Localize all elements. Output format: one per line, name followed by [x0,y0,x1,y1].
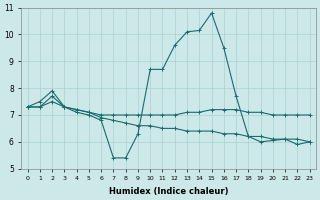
X-axis label: Humidex (Indice chaleur): Humidex (Indice chaleur) [109,187,228,196]
